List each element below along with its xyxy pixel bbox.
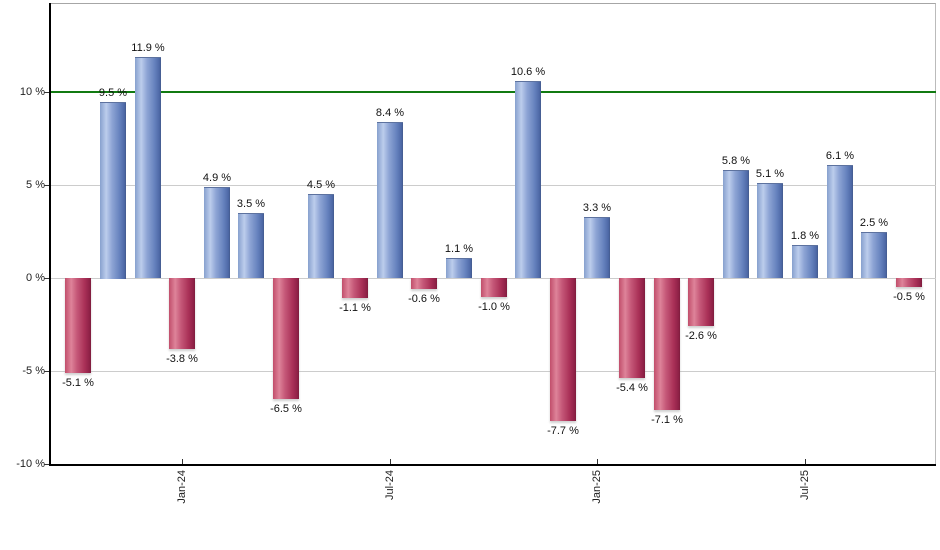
y-tick-label: 5 % xyxy=(26,179,45,191)
bar xyxy=(169,278,195,349)
x-axis xyxy=(49,464,936,466)
bar-value-label: 8.4 % xyxy=(375,107,405,119)
bar xyxy=(342,278,368,298)
bar-value-label: -6.5 % xyxy=(270,403,302,415)
bar-value-label: 11.9 % xyxy=(131,42,165,54)
bar xyxy=(377,122,403,278)
bar-value-label: 3.5 % xyxy=(236,198,266,210)
y-tick-mark xyxy=(44,92,49,93)
gridline xyxy=(51,371,936,372)
bar-value-label: -5.4 % xyxy=(616,382,648,394)
bar xyxy=(204,187,230,278)
bar-value-label: 5.8 % xyxy=(721,155,751,167)
bar xyxy=(861,232,887,278)
x-tick-mark xyxy=(597,459,598,464)
bar-value-label: -2.6 % xyxy=(685,330,717,342)
bar-value-label: -5.1 % xyxy=(62,377,94,389)
x-tick-mark xyxy=(390,459,391,464)
bar-value-label: 1.8 % xyxy=(790,230,820,242)
bar xyxy=(100,102,126,279)
x-tick-label: Jan-25 xyxy=(591,470,603,504)
bar xyxy=(273,278,299,399)
bar-value-label: 6.1 % xyxy=(825,150,855,162)
y-tick-label: 10 % xyxy=(19,86,45,98)
bar-value-label: -7.7 % xyxy=(547,425,579,437)
bar xyxy=(515,81,541,278)
bar-value-label: -1.1 % xyxy=(339,302,371,314)
bar xyxy=(135,57,161,278)
bar xyxy=(619,278,645,378)
bar-value-label: 4.9 % xyxy=(202,172,232,184)
bar-value-label: 1.1 % xyxy=(444,243,474,255)
bar xyxy=(481,278,507,297)
y-axis xyxy=(49,3,51,466)
bar xyxy=(827,165,853,278)
y-tick-label: -5 % xyxy=(22,365,45,377)
bar-value-label: -0.5 % xyxy=(893,291,925,303)
bar xyxy=(654,278,680,410)
x-tick-mark xyxy=(182,459,183,464)
y-tick-mark xyxy=(44,371,49,372)
bar xyxy=(896,278,922,287)
x-tick-label: Jul-24 xyxy=(384,470,396,500)
bar-value-label: 10.6 % xyxy=(510,66,546,78)
bar xyxy=(584,217,610,278)
bar xyxy=(446,258,472,278)
bar xyxy=(308,194,334,278)
bar xyxy=(688,278,714,326)
x-tick-mark xyxy=(805,459,806,464)
y-tick-label: -10 % xyxy=(16,458,45,470)
y-tick-mark xyxy=(44,464,49,465)
y-tick-label: 0 % xyxy=(26,272,45,284)
y-tick-mark xyxy=(44,185,49,186)
x-tick-label: Jul-25 xyxy=(799,470,811,500)
bar-value-label: 5.1 % xyxy=(755,168,785,180)
x-tick-label: Jan-24 xyxy=(176,470,188,504)
bar-value-label: 3.3 % xyxy=(582,202,612,214)
bar-value-label: -1.0 % xyxy=(478,301,510,313)
bar xyxy=(792,245,818,278)
bar-value-label: -0.6 % xyxy=(408,293,440,305)
y-tick-mark xyxy=(44,278,49,279)
bar-value-label: -7.1 % xyxy=(651,414,683,426)
bar xyxy=(411,278,437,289)
bar-value-label: 4.5 % xyxy=(306,179,336,191)
gridline xyxy=(51,185,936,186)
bar xyxy=(757,183,783,278)
bar xyxy=(723,170,749,278)
plot-area xyxy=(51,3,936,464)
bar-value-label: -3.8 % xyxy=(166,353,198,365)
bar-value-label: 9.5 % xyxy=(98,87,128,99)
bar-value-label: 2.5 % xyxy=(859,217,889,229)
reference-line-10pct xyxy=(51,91,936,93)
bar xyxy=(550,278,576,421)
bar xyxy=(65,278,91,373)
bar xyxy=(238,213,264,278)
